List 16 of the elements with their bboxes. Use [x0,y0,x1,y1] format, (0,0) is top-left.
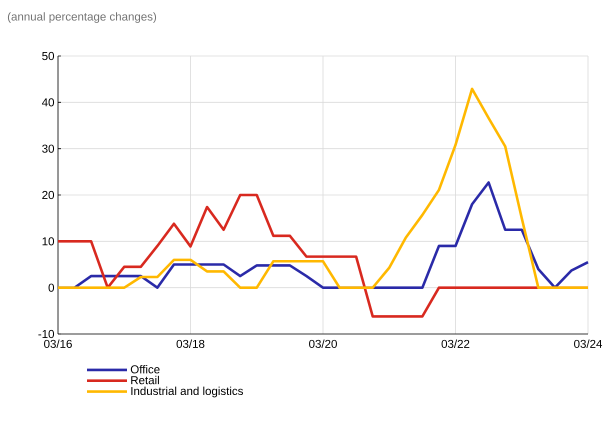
legend-label: Industrial and logistics [131,386,243,398]
x-tick-label: 03/24 [574,340,602,348]
y-tick-label: 10 [42,237,54,246]
y-tick-label: 40 [42,98,54,106]
legend-label: Office [130,365,160,374]
y-tick-label: -10 [38,330,54,338]
y-tick-label: 20 [42,190,54,200]
x-tick-label: 03/18 [176,340,204,348]
y-tick-label: 30 [42,144,54,153]
x-tick-label: 03/20 [309,340,337,348]
x-tick-label: 03/16 [44,340,72,348]
legend-label: Retail [131,376,159,384]
chart-subtitle: (annual percentage changes) [8,12,156,23]
x-tick-label: 03/22 [442,340,470,348]
y-tick-label: 0 [48,284,54,292]
y-tick-label: 50 [42,52,54,60]
